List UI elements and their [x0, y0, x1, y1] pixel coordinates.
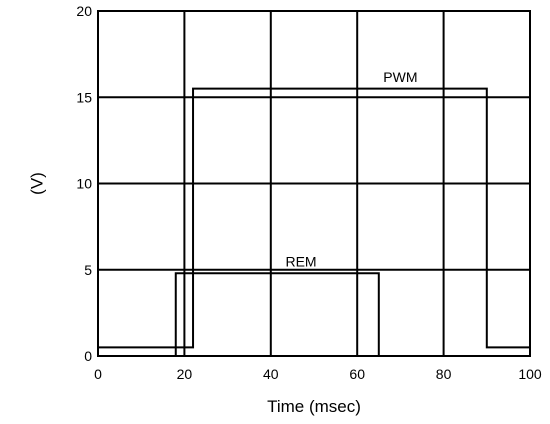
- grid: [98, 11, 530, 356]
- y-tick-label-0: 0: [84, 348, 92, 364]
- x-tick-label-40: 40: [263, 366, 279, 382]
- series-line-pwm: [98, 87, 530, 349]
- plot-frame: [97, 10, 531, 357]
- x-tick-label-60: 60: [349, 366, 365, 382]
- y-tick-label-20: 20: [76, 3, 92, 19]
- x-tick-labels: 0 20 40 60 80 100: [94, 366, 542, 382]
- x-tick-label-20: 20: [177, 366, 193, 382]
- series-line-rem: [174, 272, 380, 356]
- y-tick-label-5: 5: [84, 262, 92, 278]
- x-tick-label-80: 80: [436, 366, 452, 382]
- x-tick-label-0: 0: [94, 366, 102, 382]
- y-tick-label-15: 15: [76, 89, 92, 105]
- y-tick-label-10: 10: [76, 176, 92, 192]
- series-group: PWM REM: [98, 69, 530, 356]
- x-axis-title: Time (msec): [267, 397, 361, 416]
- y-axis-title: (V): [27, 172, 46, 195]
- series-label-rem: REM: [285, 253, 316, 269]
- y-tick-labels: 0 5 10 15 20: [76, 3, 92, 364]
- series-label-pwm: PWM: [383, 69, 417, 85]
- x-tick-label-100: 100: [518, 366, 542, 382]
